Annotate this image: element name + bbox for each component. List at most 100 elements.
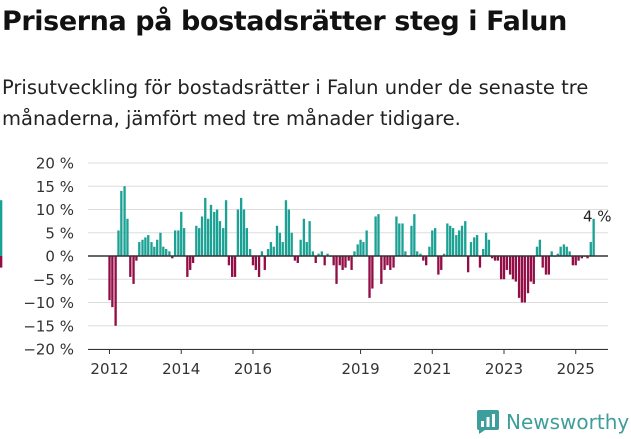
- bar-positive: [433, 228, 437, 256]
- bar-negative: [263, 256, 266, 270]
- bar-positive: [395, 216, 398, 256]
- annotation-label: 4 %: [583, 207, 612, 225]
- bar-positive: [195, 225, 198, 256]
- bar-negative: [189, 256, 192, 270]
- bar-positive: [442, 253, 446, 256]
- bar-negative: [478, 256, 482, 268]
- x-tick-label: 2014: [162, 360, 200, 378]
- bar-negative: [508, 256, 512, 275]
- bar-positive: [236, 209, 240, 256]
- y-tick-label: 0 %: [45, 248, 74, 266]
- bar-positive: [449, 225, 452, 256]
- bar-negative: [499, 256, 503, 280]
- bar-positive: [138, 242, 141, 256]
- bar-negative: [314, 256, 317, 263]
- bar-negative: [132, 256, 135, 284]
- bar-negative: [574, 256, 577, 266]
- bar-positive: [222, 228, 225, 256]
- bar-positive: [180, 211, 183, 256]
- bar-chart: 20 % 15 % 10 % 5 % 0 % −5 % −10 % −15 % −20 % 201…: [0, 155, 612, 378]
- bar-positive: [451, 228, 455, 256]
- bar-positive: [458, 230, 461, 256]
- bar-negative: [186, 256, 189, 277]
- bar-positive: [475, 235, 479, 256]
- bar-negative: [347, 256, 350, 261]
- bar-positive: [177, 230, 180, 256]
- bar-negative: [491, 256, 494, 259]
- bar-positive: [326, 253, 329, 256]
- bar-positive: [469, 242, 473, 256]
- bar-positive: [302, 218, 306, 256]
- bar-positive: [559, 246, 562, 256]
- bar-positive: [156, 239, 159, 256]
- bar-negative: [541, 256, 544, 268]
- bar-negative: [380, 256, 383, 284]
- bar-negative: [0, 256, 3, 268]
- bar-positive: [299, 239, 302, 256]
- bar-negative: [350, 256, 353, 270]
- y-tick-label: 20 %: [36, 155, 74, 173]
- bar-positive: [218, 221, 222, 256]
- bar-positive: [281, 242, 284, 256]
- newsworthy-logo: Newsworthy: [476, 407, 629, 437]
- bar-positive: [272, 246, 275, 256]
- bar-negative: [254, 256, 257, 270]
- bar-positive: [556, 253, 559, 256]
- bar-negative: [114, 256, 117, 326]
- bar-negative: [135, 256, 138, 261]
- bar-positive: [308, 221, 311, 256]
- bar-positive: [182, 228, 186, 256]
- bar-positive: [317, 253, 320, 256]
- bar-negative: [323, 256, 326, 266]
- bar-negative: [386, 256, 389, 266]
- bar-positive: [275, 225, 279, 256]
- bar-positive: [455, 235, 458, 256]
- bar-positive: [215, 209, 219, 256]
- bar-negative: [544, 256, 548, 275]
- x-tick-label: 2021: [413, 360, 451, 378]
- x-tick-label: 2025: [557, 360, 595, 378]
- bar-positive: [141, 239, 144, 256]
- brand-name: Newsworthy: [506, 410, 630, 434]
- y-tick-label: −20 %: [23, 341, 74, 359]
- bar-negative: [547, 256, 550, 275]
- bar-negative: [296, 256, 299, 263]
- bar-positive: [0, 200, 3, 256]
- bar-positive: [320, 251, 323, 256]
- bar-negative: [437, 256, 440, 275]
- bar-negative: [526, 256, 530, 294]
- bar-negative: [493, 256, 497, 261]
- bar-negative: [335, 256, 338, 284]
- bar-negative: [440, 256, 443, 270]
- bar-positive: [168, 251, 171, 256]
- bar-positive: [550, 251, 553, 256]
- bar-positive: [245, 228, 249, 256]
- bar-positive: [356, 244, 359, 256]
- bar-positive: [562, 244, 566, 256]
- bar-positive: [592, 218, 595, 256]
- bar-positive: [401, 223, 404, 256]
- bar-positive: [535, 246, 539, 256]
- x-tick-label: 2012: [90, 360, 128, 378]
- bar-positive: [446, 223, 449, 256]
- bar-negative: [511, 256, 515, 280]
- bar-positive: [206, 218, 210, 256]
- bar-negative: [383, 256, 386, 270]
- bar-negative: [332, 256, 335, 266]
- bar-negative: [422, 256, 425, 261]
- bar-positive: [359, 239, 362, 256]
- bar-positive: [209, 204, 213, 256]
- bar-negative: [586, 256, 589, 259]
- y-tick-label: −15 %: [23, 317, 74, 335]
- x-tick-label: 2016: [234, 360, 272, 378]
- bar-positive: [266, 249, 270, 256]
- bar-positive: [487, 239, 491, 256]
- bar-positive: [248, 249, 252, 256]
- bar-negative: [111, 256, 114, 308]
- bar-positive: [162, 246, 165, 256]
- bar-positive: [165, 249, 168, 256]
- bar-positive: [410, 225, 413, 256]
- bar-positive: [153, 246, 156, 256]
- bar-positive: [464, 221, 467, 256]
- bar-negative: [577, 256, 580, 261]
